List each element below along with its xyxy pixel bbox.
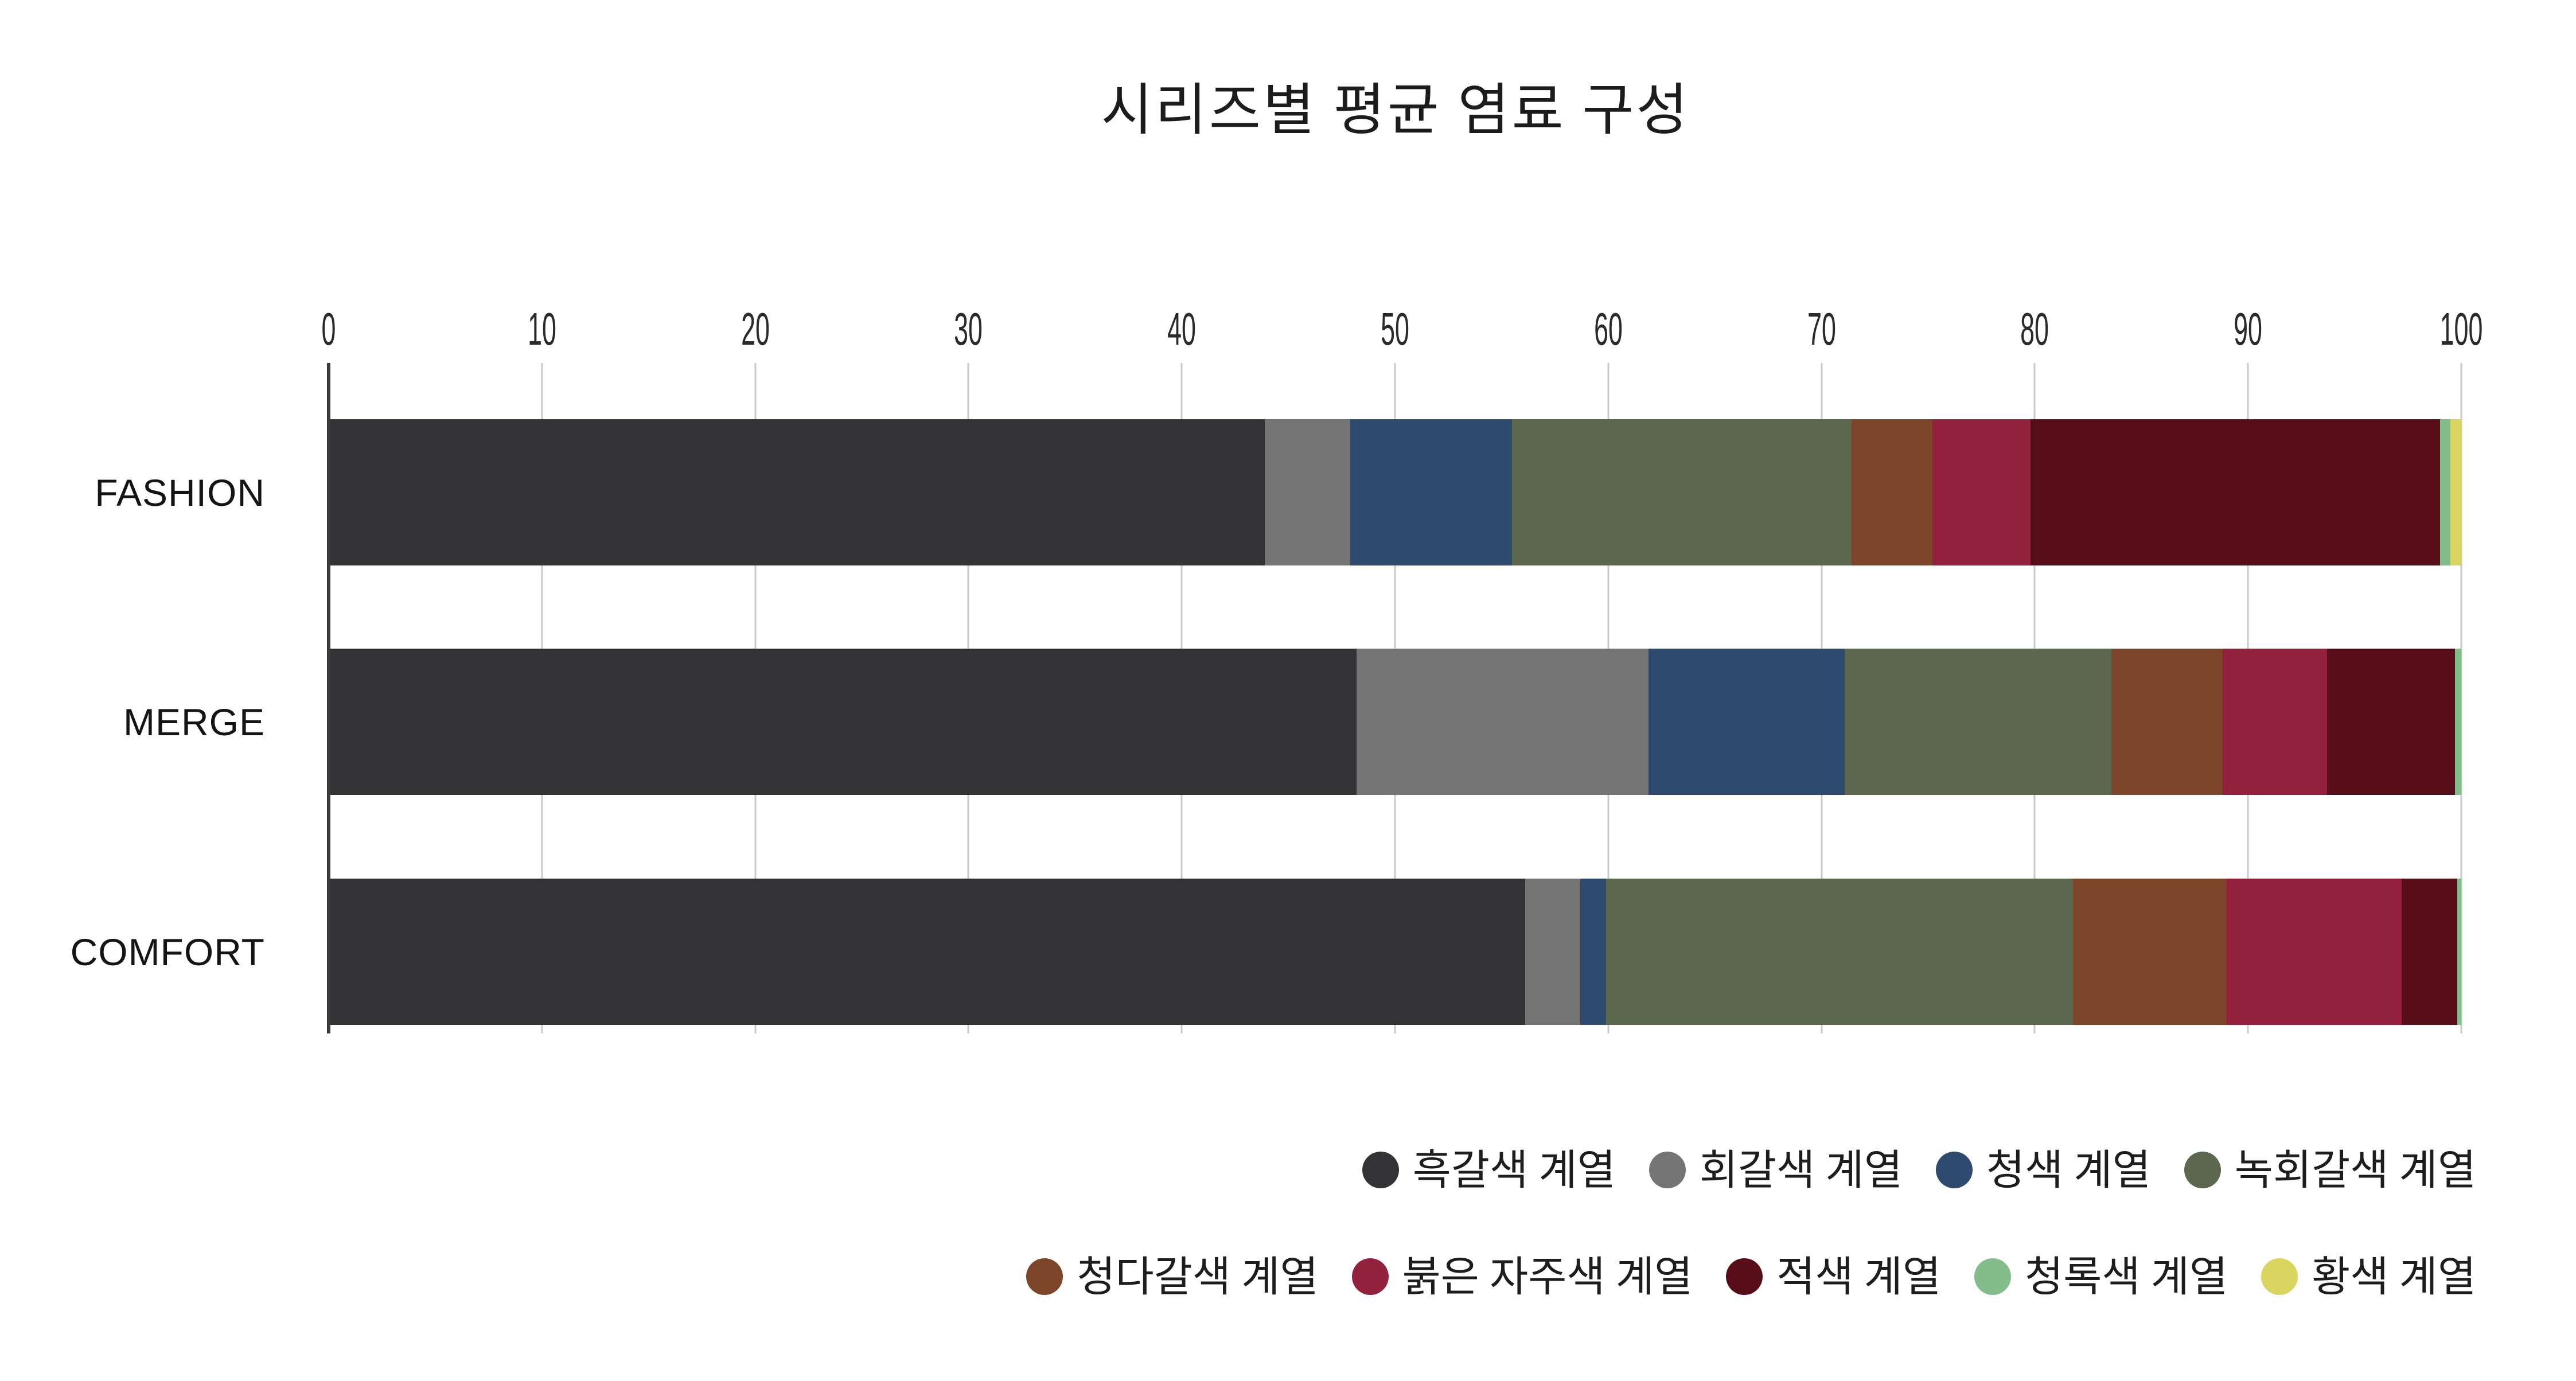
y-axis-line bbox=[327, 363, 330, 1033]
bar-segment-comfort-series2 bbox=[1580, 879, 1607, 1025]
legend-marker-icon-series4 bbox=[1026, 1258, 1063, 1295]
bar-segment-merge-series5 bbox=[2222, 649, 2327, 795]
x-tick-label-80: 80 bbox=[2020, 303, 2049, 354]
legend-item-series7: 청록색 계열 bbox=[1974, 1256, 2228, 1298]
x-tick-label-20: 20 bbox=[741, 303, 770, 354]
bar-segment-fashion-series1 bbox=[1265, 419, 1350, 565]
bar-segment-comfort-series0 bbox=[329, 879, 1525, 1025]
legend-marker-icon-series1 bbox=[1649, 1152, 1686, 1188]
legend-label-series0: 흑갈색 계열 bbox=[1412, 1146, 1616, 1193]
x-tick-label-0: 0 bbox=[321, 303, 336, 354]
x-tick-label-90: 90 bbox=[2234, 303, 2263, 354]
bar-segment-fashion-series8 bbox=[2450, 419, 2461, 565]
legend-label-series3: 녹회갈색 계열 bbox=[2234, 1146, 2476, 1193]
legend-label-series2: 청색 계열 bbox=[1986, 1146, 2151, 1193]
x-tick-label-60: 60 bbox=[1593, 303, 1623, 354]
category-label-fashion: FASHION bbox=[95, 471, 265, 514]
legend-item-series3: 녹회갈색 계열 bbox=[2184, 1149, 2476, 1191]
category-label-merge: MERGE bbox=[123, 700, 265, 743]
bar-segment-comfort-series7 bbox=[2457, 879, 2461, 1025]
legend-item-series5: 붉은 자주색 계열 bbox=[1351, 1253, 1693, 1300]
legend-marker-icon-series6 bbox=[1726, 1258, 1763, 1295]
legend-label-series7: 청록색 계열 bbox=[2025, 1253, 2228, 1300]
bar-segment-comfort-series4 bbox=[2073, 879, 2227, 1025]
legend-item-series4: 청다갈색 계열 bbox=[1026, 1253, 1319, 1300]
legend-label-series8: 황색 계열 bbox=[2312, 1253, 2476, 1300]
bar-segment-comfort-series1 bbox=[1525, 879, 1581, 1025]
legend-item-series0: 흑갈색 계열 bbox=[1362, 1149, 1616, 1191]
legend-item-series8: 황색 계열 bbox=[2261, 1256, 2476, 1298]
bar-segment-fashion-series0 bbox=[329, 419, 1265, 565]
gridline-100 bbox=[2460, 363, 2462, 1033]
legend-marker-icon-series3 bbox=[2184, 1152, 2221, 1188]
bar-segment-comfort-series5 bbox=[2227, 879, 2402, 1025]
legend-item-series2: 청색 계열 bbox=[1935, 1146, 2151, 1193]
legend-label-series4: 청다갈색 계열 bbox=[1077, 1253, 1319, 1300]
legend-marker-icon-series0 bbox=[1362, 1152, 1399, 1188]
x-tick-label-100: 100 bbox=[2439, 303, 2483, 354]
bar-segment-merge-series7 bbox=[2454, 649, 2461, 795]
legend-marker-icon-series7 bbox=[1974, 1258, 2012, 1295]
legend-marker-icon-series2 bbox=[1935, 1152, 1973, 1188]
x-tick-label-10: 10 bbox=[527, 303, 556, 354]
x-tick-label-70: 70 bbox=[1807, 303, 1836, 354]
legend-row-2: 청다갈색 계열 붉은 자주색 계열 적색 계열 청록색 계열 황색 계열 bbox=[1026, 1251, 2476, 1302]
category-label-comfort: COMFORT bbox=[70, 930, 265, 973]
x-tick-label-40: 40 bbox=[1167, 303, 1197, 354]
bar-segment-fashion-series2 bbox=[1350, 419, 1513, 565]
bar-segment-fashion-series4 bbox=[1851, 419, 1932, 565]
bar-segment-merge-series2 bbox=[1649, 649, 1845, 795]
bar-segment-merge-series6 bbox=[2326, 649, 2455, 795]
legend-item-series6: 적색 계열 bbox=[1726, 1256, 1941, 1298]
bar-segment-merge-series1 bbox=[1357, 649, 1649, 795]
bar-segment-fashion-series3 bbox=[1512, 419, 1852, 565]
x-tick-label-30: 30 bbox=[954, 303, 983, 354]
legend-marker-icon-series5 bbox=[1351, 1258, 1389, 1295]
chart-title: 시리즈별 평균 염료 구성 bbox=[1101, 80, 1690, 142]
legend-label-series5: 붉은 자주색 계열 bbox=[1402, 1253, 1693, 1300]
bar-segment-merge-series4 bbox=[2111, 649, 2223, 795]
bar-segment-merge-series3 bbox=[1845, 649, 2112, 795]
bar-segment-comfort-series3 bbox=[1606, 879, 2074, 1025]
legend-row-1: 흑갈색 계열 회갈색 계열 청색 계열 녹회갈색 계열 bbox=[1362, 1144, 2476, 1196]
x-tick-label-50: 50 bbox=[1381, 303, 1409, 354]
bar-segment-merge-series0 bbox=[329, 649, 1357, 795]
bar-segment-fashion-series6 bbox=[2030, 419, 2440, 565]
legend-label-series6: 적색 계열 bbox=[1776, 1253, 1942, 1300]
legend-item-series1: 회갈색 계열 bbox=[1649, 1149, 1903, 1191]
bar-segment-fashion-series7 bbox=[2439, 419, 2451, 565]
legend-label-series1: 회갈색 계열 bbox=[1699, 1146, 1903, 1193]
bar-segment-fashion-series5 bbox=[1932, 419, 2031, 565]
legend-marker-icon-series8 bbox=[2261, 1258, 2298, 1295]
bar-segment-comfort-series6 bbox=[2401, 879, 2457, 1025]
